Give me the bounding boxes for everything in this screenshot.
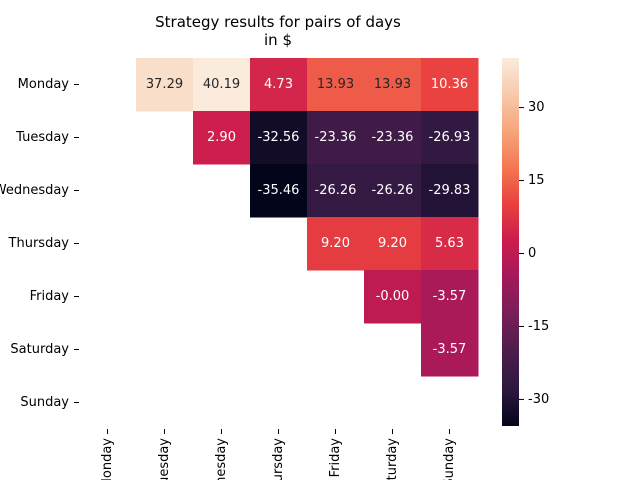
heatmap-cell: [193, 58, 251, 112]
heatmap-cell: [307, 217, 365, 271]
cell-label: 13.93: [374, 77, 411, 92]
cell-label: -3.57: [433, 342, 467, 357]
heatmap-cell: [421, 217, 479, 271]
heatmap-cell: [364, 270, 422, 324]
colorbar-tick-label: 30: [528, 100, 545, 115]
heatmap-cell: [364, 111, 422, 165]
cell-label: 2.90: [207, 130, 236, 145]
cell-label: 5.63: [435, 236, 464, 251]
chart-title: Strategy results for pairs of days in $: [155, 13, 401, 49]
heatmap-cell: [307, 164, 365, 218]
cell-label: -26.26: [372, 183, 414, 198]
heatmap-cell: [250, 58, 308, 112]
colorbar: [502, 58, 519, 426]
x-tick-label: Tuesday: [157, 438, 172, 480]
y-tick-label: Saturday: [10, 342, 69, 357]
colorbar-tick-label: 0: [528, 246, 536, 261]
heatmap-cell: [421, 164, 479, 218]
x-tick-label: Saturday: [385, 438, 400, 480]
heatmap-cell: [364, 164, 422, 218]
cell-label: -26.26: [315, 183, 357, 198]
heatmap-cell: [250, 111, 308, 165]
cell-label: 37.29: [146, 77, 183, 92]
heatmap-cell: [421, 270, 479, 324]
cell-label: 13.93: [317, 77, 354, 92]
cell-label: 9.20: [321, 236, 350, 251]
cell-label: -26.93: [429, 130, 471, 145]
y-tick-label: Thursday: [8, 236, 70, 251]
heatmap-cell: [307, 58, 365, 112]
y-tick-label: Friday: [30, 289, 70, 304]
cell-label: 40.19: [203, 77, 240, 92]
cell-label: -35.46: [258, 183, 300, 198]
y-tick-label: Monday: [18, 77, 70, 92]
cell-label: -23.36: [315, 130, 357, 145]
heatmap-cell: [136, 58, 194, 112]
x-tick-label: Friday: [328, 438, 343, 478]
x-tick-label: Monday: [100, 438, 115, 480]
y-tick-label: Tuesday: [15, 130, 69, 145]
heatmap-cell: [193, 111, 251, 165]
heatmap-cell: [421, 323, 479, 377]
cell-label: 9.20: [378, 236, 407, 251]
heatmap-cell: [364, 58, 422, 112]
x-tick-label: Sunday: [442, 438, 457, 480]
cell-label: -3.57: [433, 289, 467, 304]
colorbar-tick-label: 15: [528, 173, 545, 188]
cell-label: -23.36: [372, 130, 414, 145]
cell-label: -0.00: [376, 289, 410, 304]
cell-label: -29.83: [429, 183, 471, 198]
y-tick-label: Wednesday: [0, 183, 69, 198]
cell-label: 4.73: [264, 77, 293, 92]
colorbar-tick-label: -30: [528, 392, 549, 407]
x-tick-label: Wednesday: [214, 438, 229, 480]
heatmap-cell: [421, 58, 479, 112]
cell-label: 10.36: [431, 77, 468, 92]
heatmap-cell: [421, 111, 479, 165]
heatmap-cell: [250, 164, 308, 218]
cell-label: -32.56: [258, 130, 300, 145]
x-tick-label: Thursday: [271, 438, 286, 480]
heatmap-cell: [307, 111, 365, 165]
colorbar-tick-label: -15: [528, 319, 549, 334]
heatmap-cell: [364, 217, 422, 271]
y-tick-label: Sunday: [20, 395, 69, 410]
